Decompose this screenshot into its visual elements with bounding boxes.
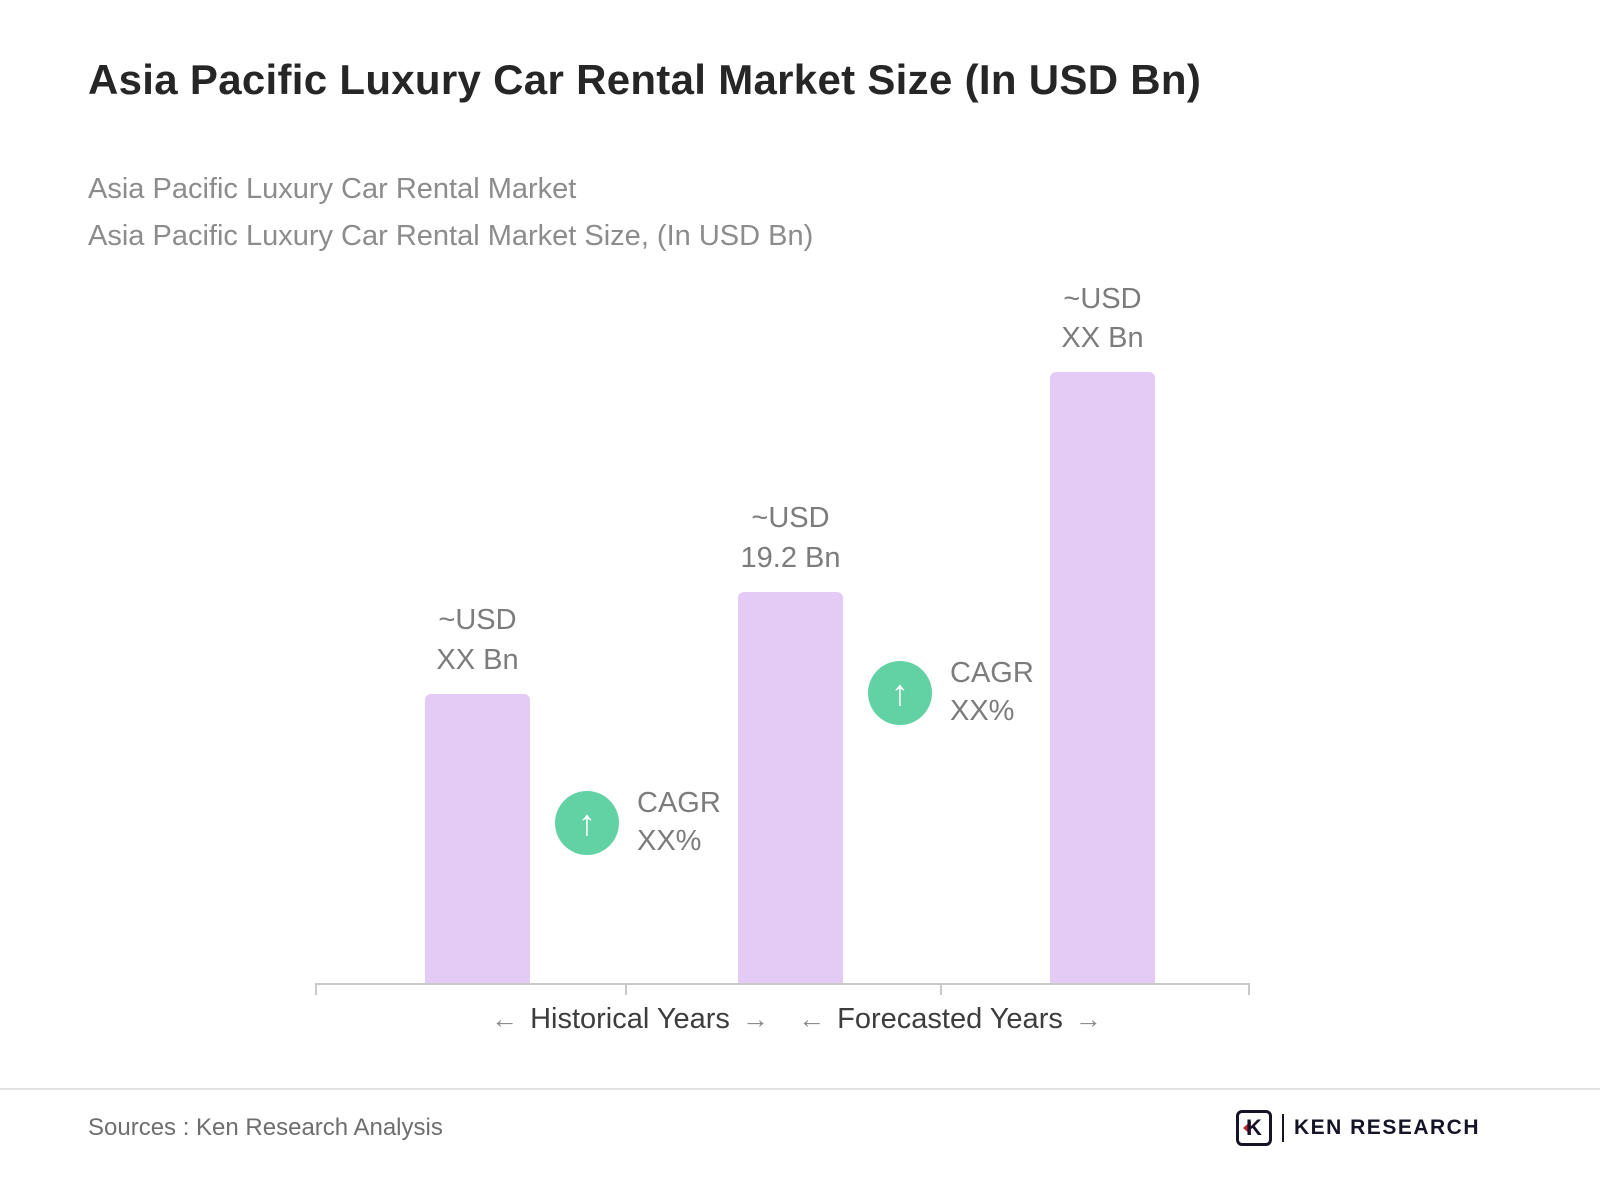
logo-separator	[1281, 1114, 1284, 1142]
axis-group-label: Historical Years	[530, 1003, 730, 1035]
growth-up-arrow-icon: ↑	[868, 660, 932, 725]
growth-up-arrow-icon: ↑	[555, 790, 619, 855]
cagr-label: CAGR XX%	[950, 657, 1034, 727]
up-arrow-glyph: ↑	[578, 801, 596, 843]
cagr-label: CAGR XX%	[637, 787, 721, 857]
bar-column-historical-start: ~USD XX Bn	[425, 280, 530, 983]
bar-column-historical-end: ~USD 19.2 Bn	[738, 280, 843, 983]
axis-group-labels: ← Historical Years → ← Forecasted Years …	[315, 985, 1250, 1055]
axis-tick	[1248, 983, 1250, 995]
left-arrow-icon: ←	[491, 1004, 519, 1034]
bar-value-label: ~USD XX Bn	[436, 604, 519, 676]
page-title: Asia Pacific Luxury Car Rental Market Si…	[88, 56, 1202, 103]
axis-tick	[315, 983, 317, 995]
left-arrow-icon: ←	[798, 1004, 826, 1034]
ken-research-logo: K KEN RESEARCH	[1235, 1110, 1480, 1146]
footer: Sources : Ken Research Analysis K KEN RE…	[0, 1088, 1600, 1146]
axis-group-forecasted: ← Forecasted Years →	[798, 1003, 1102, 1036]
bar-forecast-end	[1050, 372, 1155, 983]
axis-tick	[940, 983, 942, 995]
ken-research-logo-icon: K	[1235, 1110, 1272, 1146]
axis-group-label: Forecasted Years	[837, 1003, 1063, 1035]
axis-group-historical: ← Historical Years →	[491, 1003, 769, 1036]
sources-text: Sources : Ken Research Analysis	[88, 1114, 443, 1141]
logo-letter: K	[1246, 1115, 1262, 1140]
bar-column-forecast-end: ~USD XX Bn	[1050, 280, 1155, 983]
cagr-annotation-forecast: ↑ CAGR XX%	[868, 655, 1034, 730]
chart-subtitle: Asia Pacific Luxury Car Rental Market As…	[88, 166, 813, 260]
bar-value-label: ~USD XX Bn	[1061, 283, 1144, 355]
axis-tick	[625, 983, 627, 995]
logo-text: KEN RESEARCH	[1293, 1116, 1480, 1139]
subtitle-line-2: Asia Pacific Luxury Car Rental Market Si…	[88, 219, 814, 252]
bar-historical-end	[738, 591, 843, 983]
subtitle-line-1: Asia Pacific Luxury Car Rental Market	[88, 173, 577, 205]
plot-area: ~USD XX Bn ~USD 19.2 Bn ~USD XX Bn ↑ CAG…	[315, 280, 1250, 995]
bar-value-label: ~USD 19.2 Bn	[740, 502, 841, 574]
bar-historical-start	[425, 693, 530, 983]
bar-chart: ~USD XX Bn ~USD 19.2 Bn ~USD XX Bn ↑ CAG…	[315, 280, 1250, 1055]
right-arrow-icon: →	[1074, 1004, 1102, 1034]
up-arrow-glyph: ↑	[891, 671, 909, 713]
right-arrow-icon: →	[741, 1004, 769, 1034]
cagr-annotation-historical: ↑ CAGR XX%	[555, 785, 721, 860]
